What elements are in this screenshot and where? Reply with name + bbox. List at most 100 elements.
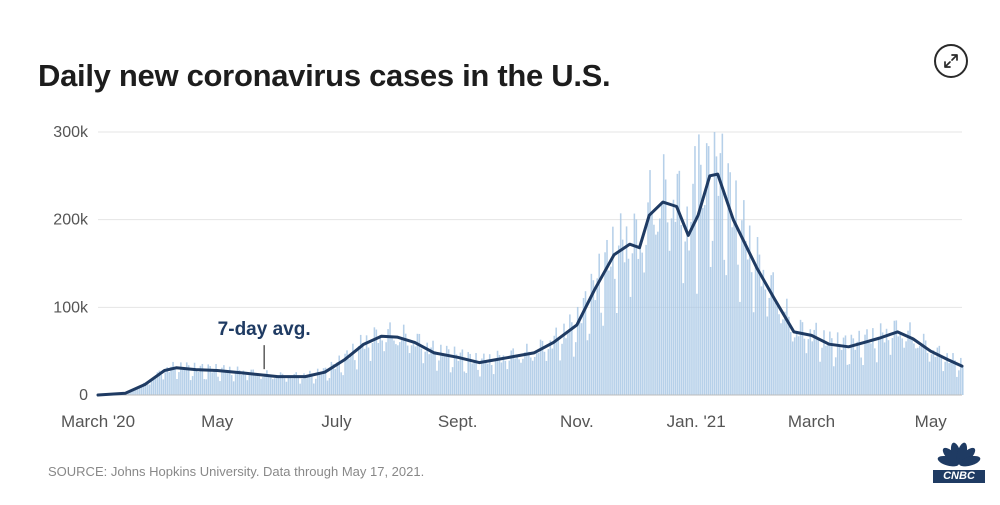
daily-bar: [387, 329, 389, 395]
daily-bar: [301, 378, 303, 395]
daily-bar: [205, 379, 208, 395]
daily-bar: [395, 344, 397, 395]
daily-bar: [862, 365, 864, 395]
daily-bar: [285, 381, 288, 395]
daily-bar: [727, 163, 729, 395]
daily-bar: [459, 352, 462, 395]
daily-bar: [137, 389, 139, 395]
daily-bar: [895, 320, 898, 395]
daily-bar: [844, 335, 847, 395]
daily-bar: [676, 173, 679, 395]
daily-bar: [637, 258, 640, 395]
seven-day-avg-line: [96, 172, 964, 397]
daily-bar: [619, 213, 622, 395]
daily-bar: [135, 389, 137, 395]
daily-bar: [185, 362, 188, 395]
daily-bar: [268, 374, 270, 395]
daily-bar: [735, 180, 737, 395]
daily-bar: [383, 351, 385, 395]
daily-bar: [240, 374, 243, 395]
daily-bar: [950, 359, 952, 395]
daily-bar: [784, 311, 786, 395]
daily-bar: [592, 280, 595, 395]
daily-bar: [664, 179, 667, 395]
daily-bar: [960, 357, 962, 395]
daily-bar: [518, 359, 520, 395]
daily-bar: [408, 353, 411, 395]
daily-bar: [702, 207, 704, 395]
daily-bar: [215, 363, 217, 395]
daily-bar: [657, 231, 659, 395]
daily-bar: [539, 339, 542, 395]
daily-bar: [242, 370, 245, 395]
daily-bar: [793, 337, 796, 395]
daily-bar: [406, 345, 409, 395]
daily-bar: [404, 333, 407, 395]
daily-bar: [901, 338, 903, 395]
daily-bar: [232, 381, 235, 395]
daily-bar: [864, 334, 866, 395]
daily-bar: [369, 360, 372, 395]
daily-bar: [707, 146, 710, 395]
daily-bar: [203, 379, 206, 395]
daily-bar: [146, 384, 149, 395]
daily-bar: [494, 360, 497, 395]
daily-bar: [264, 373, 266, 395]
daily-bar: [207, 364, 210, 395]
daily-bar: [467, 352, 470, 395]
daily-bar: [571, 322, 573, 395]
daily-bar: [526, 343, 528, 395]
daily-bar: [848, 364, 851, 395]
daily-bar: [586, 340, 589, 395]
daily-bar: [340, 372, 342, 395]
daily-bar: [858, 330, 860, 395]
daily-bar: [737, 264, 739, 395]
daily-bar: [291, 378, 294, 395]
daily-bar: [874, 348, 876, 395]
daily-bar: [266, 370, 268, 395]
daily-bar: [936, 347, 939, 395]
daily-bar: [909, 322, 911, 395]
daily-bar: [786, 298, 788, 395]
daily-bar: [217, 376, 219, 395]
daily-bar: [180, 362, 182, 395]
daily-bar: [377, 343, 380, 395]
daily-bar: [447, 349, 450, 395]
daily-bar: [762, 269, 765, 395]
daily-bar: [713, 132, 716, 395]
daily-bar: [913, 343, 915, 395]
daily-bar: [391, 337, 393, 395]
daily-bar: [457, 360, 460, 395]
daily-bar: [576, 306, 579, 395]
daily-bar: [940, 357, 943, 395]
daily-bar: [776, 305, 778, 395]
expand-button[interactable]: [934, 44, 968, 78]
daily-bar: [250, 369, 253, 395]
daily-bar: [653, 224, 655, 395]
daily-bar: [191, 376, 194, 395]
x-tick-label: March '20: [61, 412, 135, 431]
x-tick-label: Nov.: [560, 412, 594, 431]
daily-bar: [197, 371, 200, 395]
daily-bar: [330, 361, 333, 395]
daily-bar: [469, 353, 471, 395]
daily-bar: [655, 234, 657, 395]
daily-bar: [213, 369, 215, 395]
daily-bar: [528, 351, 530, 395]
daily-bar: [164, 372, 167, 395]
daily-bar: [397, 345, 399, 395]
daily-bar: [342, 375, 344, 395]
daily-bar: [230, 375, 233, 395]
daily-bar: [320, 374, 323, 395]
daily-bar: [258, 376, 260, 395]
daily-bar: [328, 378, 331, 395]
daily-bar: [307, 375, 309, 395]
daily-bar: [811, 341, 814, 395]
daily-bar: [148, 384, 151, 395]
daily-bar: [805, 353, 808, 395]
daily-bar: [780, 323, 782, 395]
daily-bar: [764, 289, 767, 395]
daily-bar: [496, 350, 499, 395]
daily-bar: [260, 378, 262, 395]
daily-bar: [354, 360, 356, 395]
